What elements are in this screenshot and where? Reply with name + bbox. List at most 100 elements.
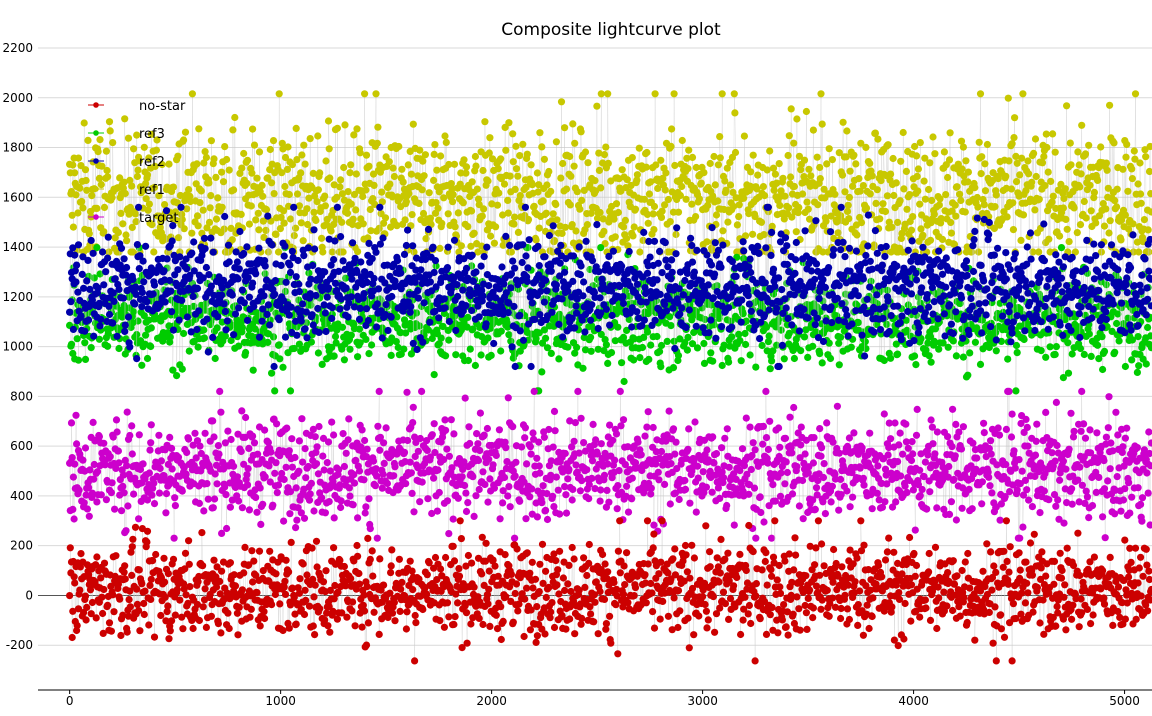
data-point-ref3: [925, 352, 933, 360]
data-point-ref3: [826, 354, 835, 363]
data-point-ref1: [422, 235, 430, 243]
data-point-ref3: [73, 335, 81, 343]
data-point-ref1: [1100, 222, 1109, 230]
data-point-ref1: [538, 143, 546, 151]
data-point-ref2: [859, 275, 868, 283]
data-point-ref2: [747, 307, 755, 315]
data-point-ref2: [221, 212, 229, 221]
data-point-ref2: [139, 257, 147, 265]
data-point-ref1: [274, 248, 283, 256]
data-point-ref1: [203, 224, 211, 232]
data-point-ref3: [1128, 356, 1136, 364]
data-point-ref2: [280, 252, 288, 260]
data-point-ref2: [881, 252, 889, 261]
data-point-ref1: [950, 240, 959, 248]
data-point-ref1: [473, 185, 481, 193]
data-point-ref1: [401, 216, 409, 224]
data-point-ref1: [1043, 143, 1051, 152]
data-point-ref2: [321, 268, 329, 276]
data-point-ref3: [211, 354, 219, 363]
data-point-ref1: [299, 237, 307, 245]
data-point-ref2: [163, 255, 171, 263]
data-point-ref1: [378, 198, 386, 206]
data-point-ref1: [816, 163, 824, 172]
data-point-ref1: [338, 190, 347, 198]
data-point-ref2: [142, 242, 150, 250]
data-point-ref2: [989, 272, 997, 280]
data-point-ref2: [919, 243, 927, 251]
data-point-ref3: [992, 347, 1000, 355]
data-point-ref1: [553, 216, 561, 224]
data-point-ref1: [1131, 155, 1139, 163]
data-point-ref2: [220, 300, 228, 308]
data-point-ref1: [1062, 215, 1070, 223]
data-point-ref1: [133, 172, 141, 181]
y-tick-label: 1200: [2, 290, 33, 304]
data-point-ref2: [508, 343, 516, 351]
data-point-ref1: [1007, 185, 1016, 193]
data-point-ref1: [467, 242, 475, 250]
data-point-ref1: [468, 178, 476, 186]
data-point-ref1: [1032, 172, 1040, 181]
data-point-ref1: [902, 167, 911, 175]
data-point-ref2: [188, 249, 196, 257]
data-point-ref3: [555, 355, 563, 363]
data-point-ref1: [610, 215, 618, 223]
data-point-ref1: [889, 154, 897, 163]
data-point-ref1: [787, 173, 795, 181]
data-point-ref2: [558, 295, 566, 303]
data-point-ref1: [511, 185, 519, 193]
data-point-ref1: [227, 224, 235, 232]
data-point-ref1: [248, 169, 256, 177]
data-point-ref2: [685, 306, 693, 314]
data-point-ref1: [567, 172, 575, 180]
data-point-ref3: [140, 312, 148, 320]
data-point-ref2: [311, 245, 319, 253]
data-point-ref1: [462, 163, 471, 171]
data-point-ref1: [980, 201, 988, 209]
data-point-ref3: [1135, 362, 1143, 370]
data-point-ref2: [778, 286, 786, 294]
data-point-ref2: [303, 334, 311, 342]
data-point-ref1: [561, 223, 569, 231]
data-point-ref1: [481, 118, 489, 126]
data-point-ref1: [704, 201, 712, 209]
y-tick-label: 1800: [2, 141, 33, 155]
data-point-ref3: [797, 347, 805, 355]
data-point-ref1: [545, 167, 553, 176]
data-point-ref1: [430, 176, 438, 184]
data-point-ref2: [788, 321, 796, 329]
data-point-ref1: [509, 158, 517, 166]
data-point-ref1: [416, 146, 424, 154]
data-point-ref1: [285, 190, 293, 199]
data-point-ref1: [844, 201, 852, 209]
data-point-ref2: [235, 304, 243, 312]
data-point-ref1: [1031, 135, 1040, 143]
data-point-ref1: [659, 174, 667, 182]
data-point-ref2: [236, 227, 244, 236]
data-point-ref2: [767, 251, 775, 259]
data-point-ref3: [669, 364, 678, 372]
data-point-ref3: [69, 349, 77, 358]
data-point-ref1: [946, 129, 954, 137]
data-point-ref3: [466, 345, 474, 353]
data-point-ref2: [556, 259, 564, 267]
data-point-ref2: [328, 304, 336, 312]
data-point-ref1: [161, 201, 169, 209]
data-point-ref2: [852, 247, 861, 255]
data-point-ref1: [903, 205, 911, 213]
data-point-ref2: [452, 326, 460, 335]
data-point-ref2: [975, 300, 983, 308]
data-point-ref1: [402, 197, 410, 206]
data-point-ref1: [419, 157, 427, 165]
data-point-ref2: [542, 276, 550, 284]
data-point-ref1: [304, 220, 312, 229]
data-point-ref2: [347, 293, 355, 301]
data-point-ref1: [795, 203, 803, 212]
data-point-ref2: [579, 292, 587, 300]
data-point-ref1: [645, 190, 654, 198]
data-point-ref2: [904, 246, 912, 254]
data-point-ref2: [975, 283, 983, 291]
data-point-ref1: [839, 118, 847, 126]
data-point-ref1: [178, 215, 186, 224]
